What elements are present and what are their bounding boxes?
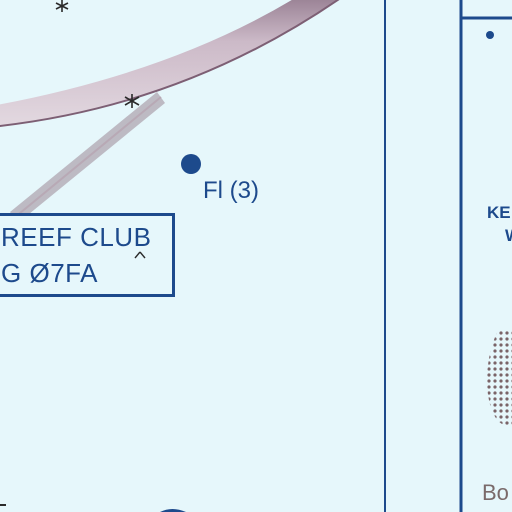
airport-name: REEF CLUB <box>1 222 152 252</box>
airport-id-prefix: G <box>1 258 22 288</box>
inset-dot-icon <box>486 31 494 39</box>
partial-symbol <box>160 509 186 512</box>
obstruction-icon <box>55 0 69 12</box>
obstruction-icon <box>124 94 140 108</box>
restricted-area-edge <box>0 0 340 127</box>
shoal-area <box>487 330 512 425</box>
light-beacon-icon <box>181 154 201 174</box>
light-characteristic-label: Fl (3) <box>203 177 259 204</box>
inset-place-label-2: W <box>505 226 512 246</box>
airport-identifier: Ø7FA <box>29 258 98 288</box>
obstruction-icon <box>134 251 146 259</box>
airport-label-box: REEF CLUB G Ø7FA <box>0 213 175 297</box>
inset-place-label-1: KE <box>487 203 511 222</box>
airport-identifier-line: G Ø7FA <box>1 258 98 289</box>
runway-centerline <box>13 96 162 219</box>
restricted-area-band <box>0 0 338 126</box>
inset-place-label-3: Bo <box>482 480 509 505</box>
